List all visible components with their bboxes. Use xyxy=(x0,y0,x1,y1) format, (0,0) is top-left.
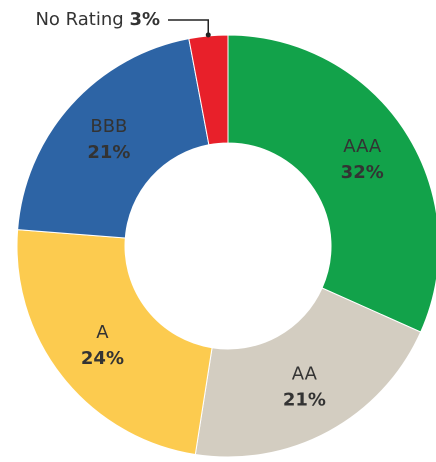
slice-label: No Rating 3% xyxy=(35,9,160,30)
value-label: 21% xyxy=(87,142,130,163)
slice xyxy=(16,229,213,456)
leader-line xyxy=(168,19,209,35)
slice xyxy=(17,38,210,239)
category-label: BBB xyxy=(90,116,127,137)
category-label: No Rating xyxy=(35,9,123,30)
value-label: 32% xyxy=(341,162,384,183)
slice xyxy=(188,34,229,146)
value-label: 3% xyxy=(129,9,160,30)
value-label: 21% xyxy=(283,390,326,411)
category-label: AAA xyxy=(343,136,382,157)
slice xyxy=(227,34,436,333)
category-label: A xyxy=(96,322,109,343)
slice xyxy=(194,287,422,458)
value-label: 24% xyxy=(81,348,124,369)
category-label: AA xyxy=(292,364,318,385)
leader-dot xyxy=(205,32,211,38)
